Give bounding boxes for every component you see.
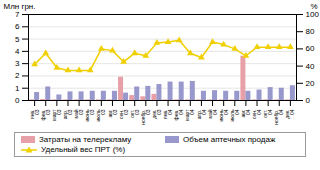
svg-text:60: 60 bbox=[306, 44, 315, 53]
svg-text:100: 100 bbox=[306, 10, 320, 19]
svg-text:%: % bbox=[310, 2, 317, 11]
svg-text:март04: март04 bbox=[184, 109, 195, 121]
svg-text:март03: март03 bbox=[51, 109, 62, 121]
svg-text:Млн грн.: Млн грн. bbox=[4, 2, 36, 11]
svg-text:7: 7 bbox=[15, 10, 20, 19]
svg-text:авг.03: авг.03 bbox=[107, 109, 118, 117]
svg-text:3: 3 bbox=[15, 59, 20, 68]
svg-text:20: 20 bbox=[306, 79, 315, 88]
svg-text:0: 0 bbox=[15, 96, 20, 105]
svg-text:2: 2 bbox=[15, 71, 20, 80]
svg-text:дек.04: дек.04 bbox=[284, 109, 295, 118]
svg-text:80: 80 bbox=[306, 27, 315, 36]
svg-text:авг.04: авг.04 bbox=[240, 109, 251, 117]
svg-text:июнь03: июнь03 bbox=[84, 109, 95, 121]
html-text:Удельный вес ПРТ (%): Удельный вес ПРТ (%) bbox=[41, 145, 126, 154]
svg-text:апр.03: апр.03 bbox=[62, 109, 73, 119]
svg-text:1: 1 bbox=[15, 84, 20, 93]
svg-text:фев.03: фев.03 bbox=[40, 109, 51, 120]
svg-text:май03: май03 bbox=[73, 109, 84, 118]
svg-text:май04: май04 bbox=[207, 109, 218, 118]
svg-text:6: 6 bbox=[15, 22, 20, 31]
svg-text:янв.03: янв.03 bbox=[29, 109, 40, 119]
svg-text:июнь04: июнь04 bbox=[218, 109, 229, 121]
svg-text:сен.04: сен.04 bbox=[251, 109, 262, 119]
svg-text:июль03: июль03 bbox=[95, 109, 106, 121]
svg-text:4: 4 bbox=[15, 47, 20, 56]
svg-text:янв.04: янв.04 bbox=[162, 109, 173, 119]
svg-text:5: 5 bbox=[15, 35, 20, 44]
svg-text:40: 40 bbox=[306, 62, 315, 71]
svg-text:дек.03: дек.03 bbox=[151, 109, 162, 118]
html-text:Затраты на телерекламу: Затраты на телерекламу bbox=[39, 135, 132, 144]
svg-text:ноябр.03: ноябр.03 bbox=[140, 109, 151, 125]
svg-text:апр.04: апр.04 bbox=[196, 109, 207, 119]
svg-text:сен.03: сен.03 bbox=[118, 109, 129, 119]
svg-text:окт.04: окт.04 bbox=[262, 109, 273, 117]
svg-text:0: 0 bbox=[306, 96, 311, 105]
html-text:Объем аптечных продаж: Объем аптечных продаж bbox=[183, 135, 276, 144]
svg-text:ноябр.04: ноябр.04 bbox=[273, 109, 284, 125]
svg-text:окт.03: окт.03 bbox=[129, 109, 140, 117]
svg-text:фев.04: фев.04 bbox=[173, 109, 184, 120]
svg-text:июль04: июль04 bbox=[229, 109, 240, 121]
